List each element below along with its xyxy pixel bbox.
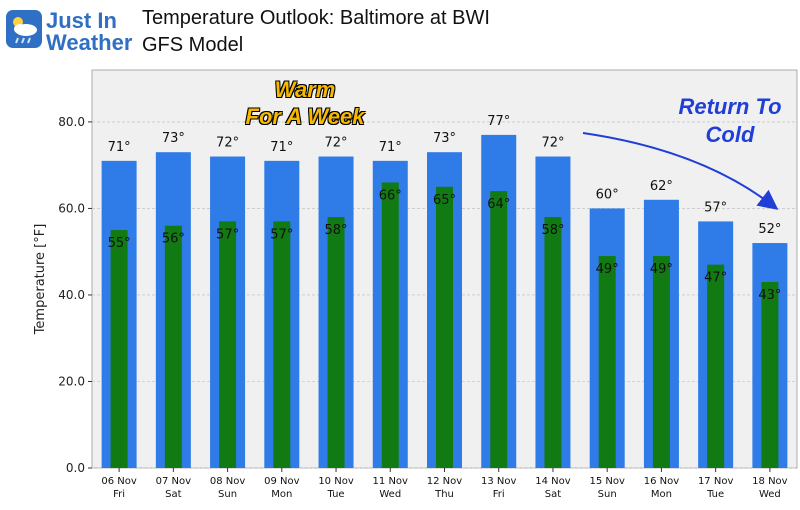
- high-temp-label: 57°: [704, 200, 727, 215]
- low-temp-bar: [761, 281, 779, 468]
- x-tick-label: Tue: [706, 489, 724, 500]
- high-temp-label: 71°: [108, 140, 131, 155]
- high-temp-label: 60°: [596, 187, 619, 202]
- low-temp-bar: [327, 217, 345, 468]
- annotation-warm: Warm For A Week: [245, 77, 365, 129]
- high-temp-label: 77°: [487, 114, 510, 129]
- chart-subtitle: GFS Model: [142, 34, 244, 56]
- low-temp-bar: [598, 256, 616, 468]
- high-temp-label: 71°: [270, 140, 293, 155]
- x-tick-label: Mon: [651, 489, 672, 500]
- x-tick-label: Wed: [759, 489, 781, 500]
- x-tick-label: 07 Nov: [156, 476, 192, 487]
- high-temp-label: 73°: [162, 131, 185, 146]
- x-tick-label: Mon: [271, 489, 292, 500]
- low-temp-bar: [381, 182, 399, 468]
- low-temp-bar: [707, 264, 725, 468]
- low-temp-label: 55°: [108, 236, 131, 251]
- x-tick-label: Sat: [165, 489, 181, 500]
- low-temp-label: 57°: [216, 227, 239, 242]
- high-temp-label: 72°: [541, 136, 564, 151]
- annotation-cold: Return To Cold: [678, 94, 782, 147]
- x-tick-label: 14 Nov: [535, 476, 571, 487]
- low-temp-bar: [652, 256, 670, 468]
- x-tick-label: Tue: [326, 489, 344, 500]
- x-tick-label: 06 Nov: [101, 476, 137, 487]
- x-tick-label: 18 Nov: [752, 476, 788, 487]
- y-tick-label: 80.0: [58, 115, 85, 129]
- arrow-return-to-cold: [582, 132, 779, 210]
- low-temp-label: 47°: [704, 271, 727, 286]
- y-tick-label: 60.0: [58, 201, 85, 215]
- low-temp-label: 58°: [541, 223, 564, 238]
- low-temp-label: 64°: [487, 197, 510, 212]
- low-temp-bar: [490, 191, 508, 468]
- x-tick-label: 17 Nov: [698, 476, 734, 487]
- low-temp-bar: [273, 221, 291, 468]
- x-tick-label: Sat: [545, 489, 561, 500]
- low-temp-label: 56°: [162, 232, 185, 247]
- low-temp-bar: [110, 230, 128, 468]
- x-tick-label: Sun: [598, 489, 617, 500]
- logo-text-line1: Just In: [46, 8, 117, 33]
- high-temp-label: 71°: [379, 140, 402, 155]
- y-tick-label: 20.0: [58, 374, 85, 388]
- x-tick-label: 08 Nov: [210, 476, 246, 487]
- low-temp-bar: [436, 186, 453, 468]
- low-temp-label: 58°: [325, 223, 348, 238]
- logo-text-line2: Weather: [46, 30, 133, 55]
- weather-cloud-icon: [6, 10, 42, 48]
- low-temp-label: 43°: [758, 288, 781, 303]
- y-tick-label: 40.0: [58, 288, 85, 302]
- high-temp-label: 72°: [216, 136, 239, 151]
- chart-title: Temperature Outlook: Baltimore at BWI: [142, 7, 490, 29]
- low-temp-bar: [544, 217, 562, 468]
- low-temp-label: 49°: [596, 262, 619, 277]
- x-tick-label: 13 Nov: [481, 476, 517, 487]
- y-axis-label: Temperature [°F]: [33, 224, 48, 336]
- x-tick-label: Sun: [218, 489, 237, 500]
- x-tick-label: 15 Nov: [589, 476, 625, 487]
- high-temp-label: 73°: [433, 131, 456, 146]
- high-temp-label: 72°: [325, 136, 348, 151]
- x-tick-label: 11 Nov: [373, 476, 409, 487]
- high-temp-label: 62°: [650, 179, 673, 194]
- low-temp-bar: [219, 221, 237, 468]
- x-tick-label: Thu: [434, 489, 454, 500]
- low-temp-label: 65°: [433, 193, 456, 208]
- x-tick-label: Wed: [379, 489, 401, 500]
- logo: Just In Weather: [6, 6, 136, 56]
- low-temp-label: 66°: [379, 188, 402, 203]
- low-temp-label: 57°: [270, 227, 293, 242]
- x-tick-label: 12 Nov: [427, 476, 463, 487]
- high-temp-label: 52°: [758, 222, 781, 237]
- low-temp-label: 49°: [650, 262, 673, 277]
- x-tick-label: 10 Nov: [318, 476, 354, 487]
- y-tick-label: 0.0: [66, 461, 85, 475]
- low-temp-bar: [164, 225, 182, 468]
- x-tick-label: 09 Nov: [264, 476, 300, 487]
- x-tick-label: Fri: [493, 489, 505, 500]
- x-tick-label: 16 Nov: [644, 476, 680, 487]
- x-tick-label: Fri: [113, 489, 125, 500]
